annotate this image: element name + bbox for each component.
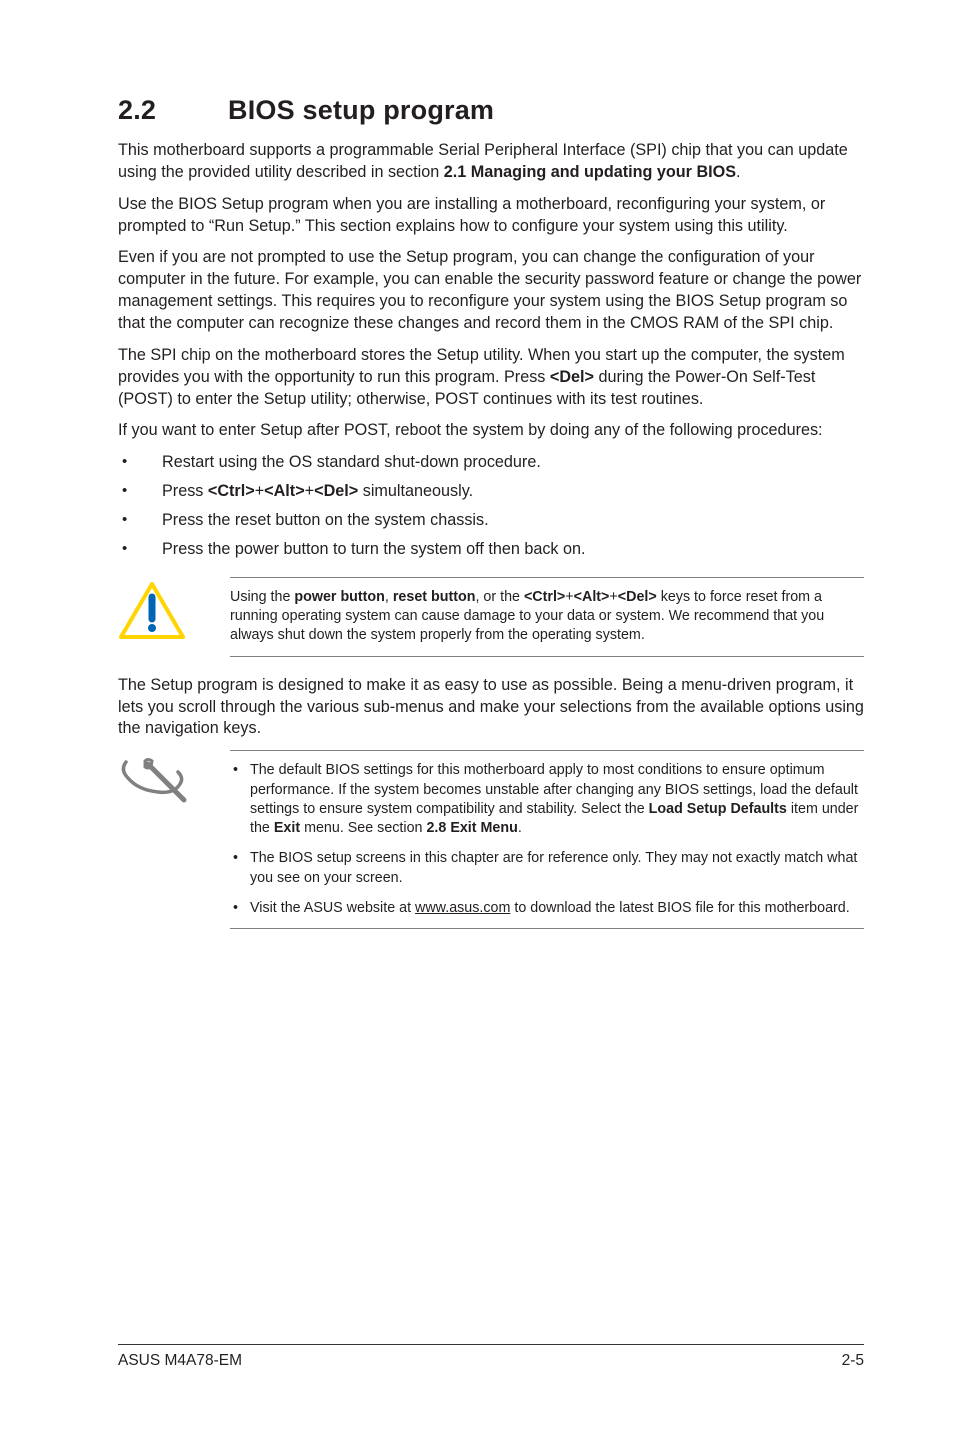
text-bold: <Del> (314, 482, 358, 500)
text-bold: <Del> (550, 368, 594, 386)
text-run: Press (162, 482, 208, 500)
intro-paragraph-5: If you want to enter Setup after POST, r… (118, 420, 864, 442)
text-bold: Load Setup Defaults (649, 801, 787, 817)
text-run: menu. See section (300, 820, 426, 836)
text-run: + (565, 589, 573, 605)
text-bold: <Alt> (264, 482, 305, 500)
text-bold: power button (294, 589, 385, 605)
intro-paragraph-3: Even if you are not prompted to use the … (118, 247, 864, 334)
note-list: The default BIOS settings for this mothe… (230, 761, 864, 918)
list-item: Restart using the OS standard shut-down … (118, 452, 864, 474)
text-run: simultaneously. (358, 482, 473, 500)
text-run: + (305, 482, 314, 500)
page-container: 2.2BIOS setup program This motherboard s… (0, 0, 954, 1438)
section-title-text: BIOS setup program (228, 95, 494, 125)
text-bold: <Ctrl> (524, 589, 565, 605)
list-item: The default BIOS settings for this mothe… (230, 761, 864, 838)
intro-paragraph-4: The SPI chip on the motherboard stores t… (118, 345, 864, 411)
text-run: + (255, 482, 264, 500)
text-bold: 2.8 Exit Menu (426, 820, 517, 836)
section-number: 2.2 (118, 95, 228, 126)
footer-left: ASUS M4A78-EM (118, 1352, 242, 1370)
warning-callout: Using the power button, reset button, or… (118, 577, 864, 657)
list-item: Press <Ctrl>+<Alt>+<Del> simultaneously. (118, 481, 864, 503)
setup-paragraph: The Setup program is designed to make it… (118, 675, 864, 741)
list-item: Visit the ASUS website at www.asus.com t… (230, 899, 864, 918)
section-heading: 2.2BIOS setup program (118, 95, 864, 126)
page-footer: ASUS M4A78-EM 2-5 (118, 1344, 864, 1370)
footer-page-number: 2-5 (842, 1352, 864, 1370)
warning-icon (118, 581, 190, 643)
text-run: , or the (475, 589, 523, 605)
text-run: Visit the ASUS website at (250, 900, 415, 916)
list-item: The BIOS setup screens in this chapter a… (230, 849, 864, 888)
warning-text: Using the power button, reset button, or… (230, 577, 864, 657)
note-icon (118, 754, 190, 816)
text-bold: <Alt> (574, 589, 610, 605)
text-underline: www.asus.com (415, 900, 510, 916)
text-bold: <Ctrl> (208, 482, 255, 500)
text-bold: Exit (274, 820, 300, 836)
text-run: . (518, 820, 522, 836)
text-run: . (736, 163, 741, 181)
text-bold: <Del> (618, 589, 657, 605)
text-run: + (609, 589, 617, 605)
text-run: to download the latest BIOS file for thi… (510, 900, 849, 916)
note-callout: The default BIOS settings for this mothe… (118, 750, 864, 929)
text-bold: reset button (393, 589, 476, 605)
text-run: , (385, 589, 393, 605)
list-item: Press the reset button on the system cha… (118, 510, 864, 532)
list-item: Press the power button to turn the syste… (118, 539, 864, 561)
note-body: The default BIOS settings for this mothe… (230, 750, 864, 929)
text-bold: 2.1 Managing and updating your BIOS (444, 163, 736, 181)
intro-paragraph-2: Use the BIOS Setup program when you are … (118, 194, 864, 238)
intro-paragraph-1: This motherboard supports a programmable… (118, 140, 864, 184)
procedure-list: Restart using the OS standard shut-down … (118, 452, 864, 560)
text-run: Using the (230, 589, 294, 605)
